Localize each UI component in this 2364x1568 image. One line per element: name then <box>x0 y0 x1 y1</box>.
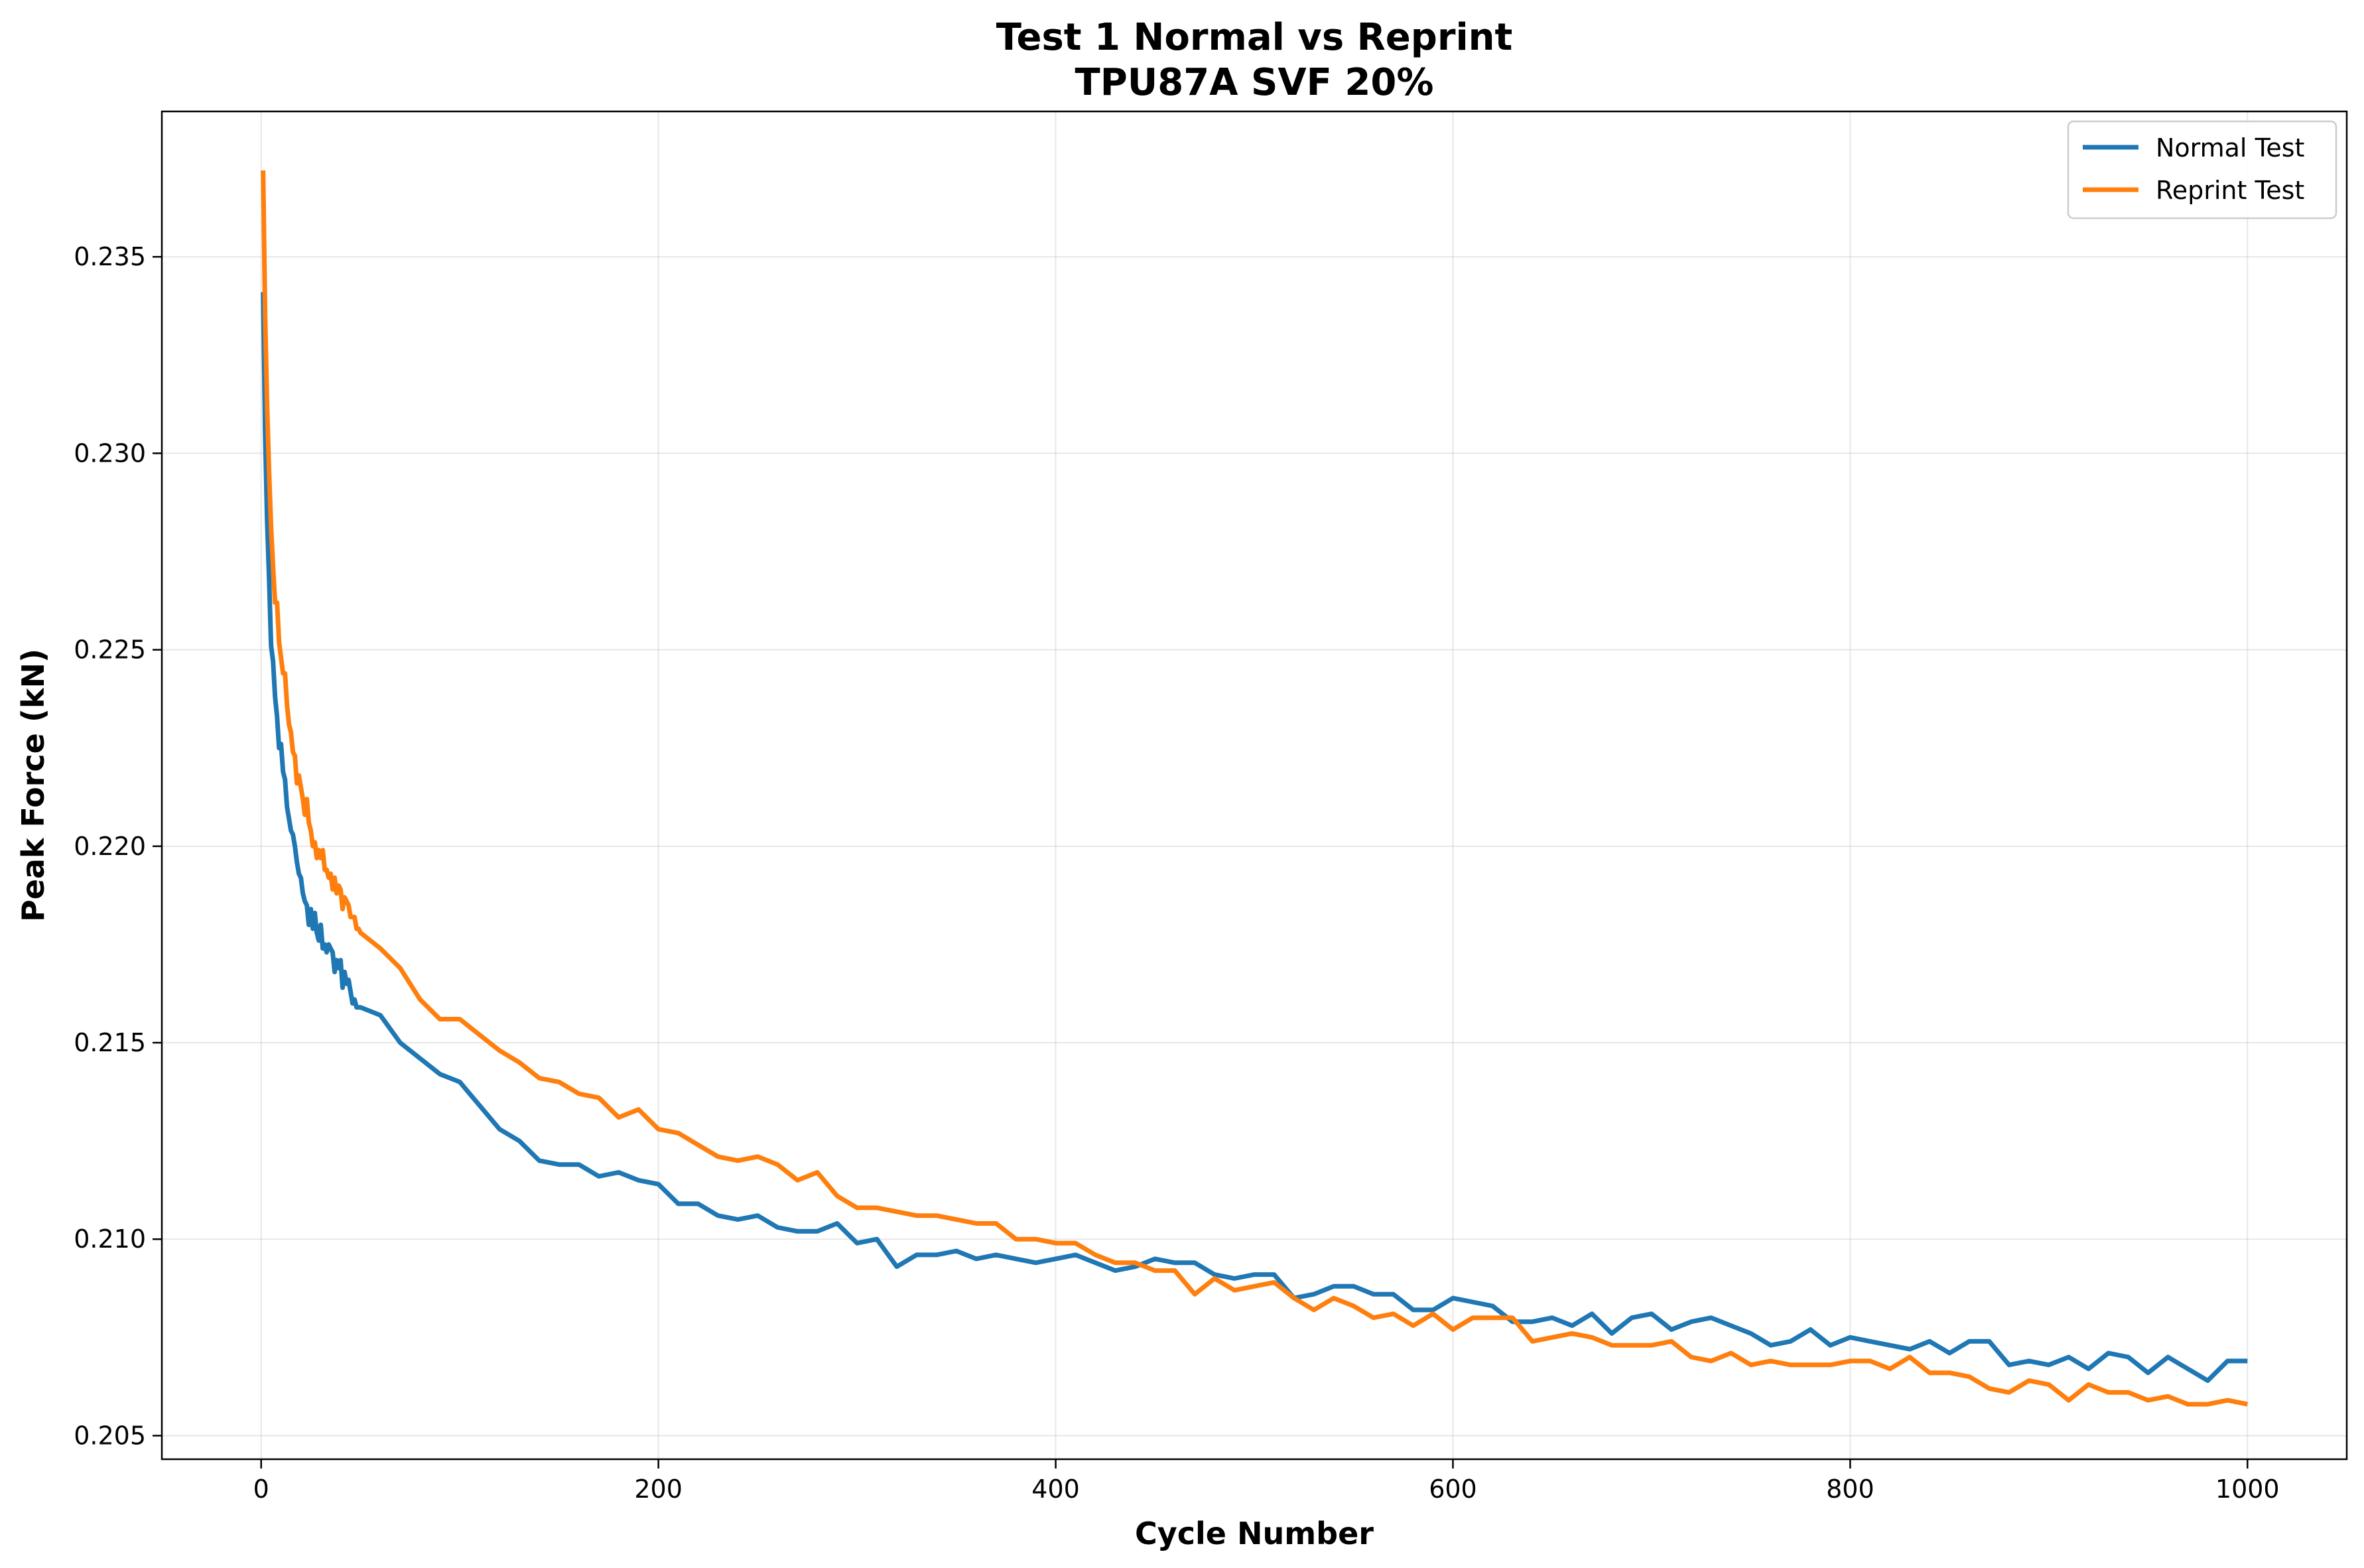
y-tick-label: 0.205 <box>74 1421 146 1450</box>
series-layer <box>261 170 2248 1407</box>
grid-lines <box>162 111 2347 1459</box>
x-tick-label: 600 <box>1429 1474 1477 1504</box>
y-tick-label: 0.215 <box>74 1028 146 1057</box>
series-line-normal-test <box>261 292 2248 1383</box>
y-axis-label: Peak Force (kN) <box>15 649 51 922</box>
chart-title: Test 1 Normal vs Reprint <box>996 16 1513 59</box>
y-tick-label: 0.235 <box>74 242 146 271</box>
legend-label-reprint-test: Reprint Test <box>2156 176 2304 205</box>
legend-label-normal-test: Normal Test <box>2156 133 2304 163</box>
plot-frame <box>161 110 2348 1461</box>
x-tick-label: 400 <box>1031 1474 1080 1504</box>
x-tick-label: 1000 <box>2215 1474 2280 1504</box>
y-tick-label: 0.225 <box>74 635 146 665</box>
x-tick-label: 0 <box>253 1474 269 1504</box>
series-line-reprint-test <box>261 170 2248 1407</box>
axis-ticks: 0 200 400 600 800 1000 0.205 0.210 0.215 0.220 0.2… <box>74 242 2279 1504</box>
x-tick-label: 200 <box>634 1474 683 1504</box>
x-axis-label: Cycle Number <box>1135 1516 1374 1551</box>
chart-subtitle: TPU87A SVF 20% <box>1075 61 1434 104</box>
legend: Normal Test Reprint Test <box>2067 120 2337 220</box>
x-tick-label: 800 <box>1826 1474 1874 1504</box>
y-tick-label: 0.210 <box>74 1224 146 1254</box>
y-tick-label: 0.220 <box>74 832 146 861</box>
y-tick-label: 0.230 <box>74 438 146 468</box>
